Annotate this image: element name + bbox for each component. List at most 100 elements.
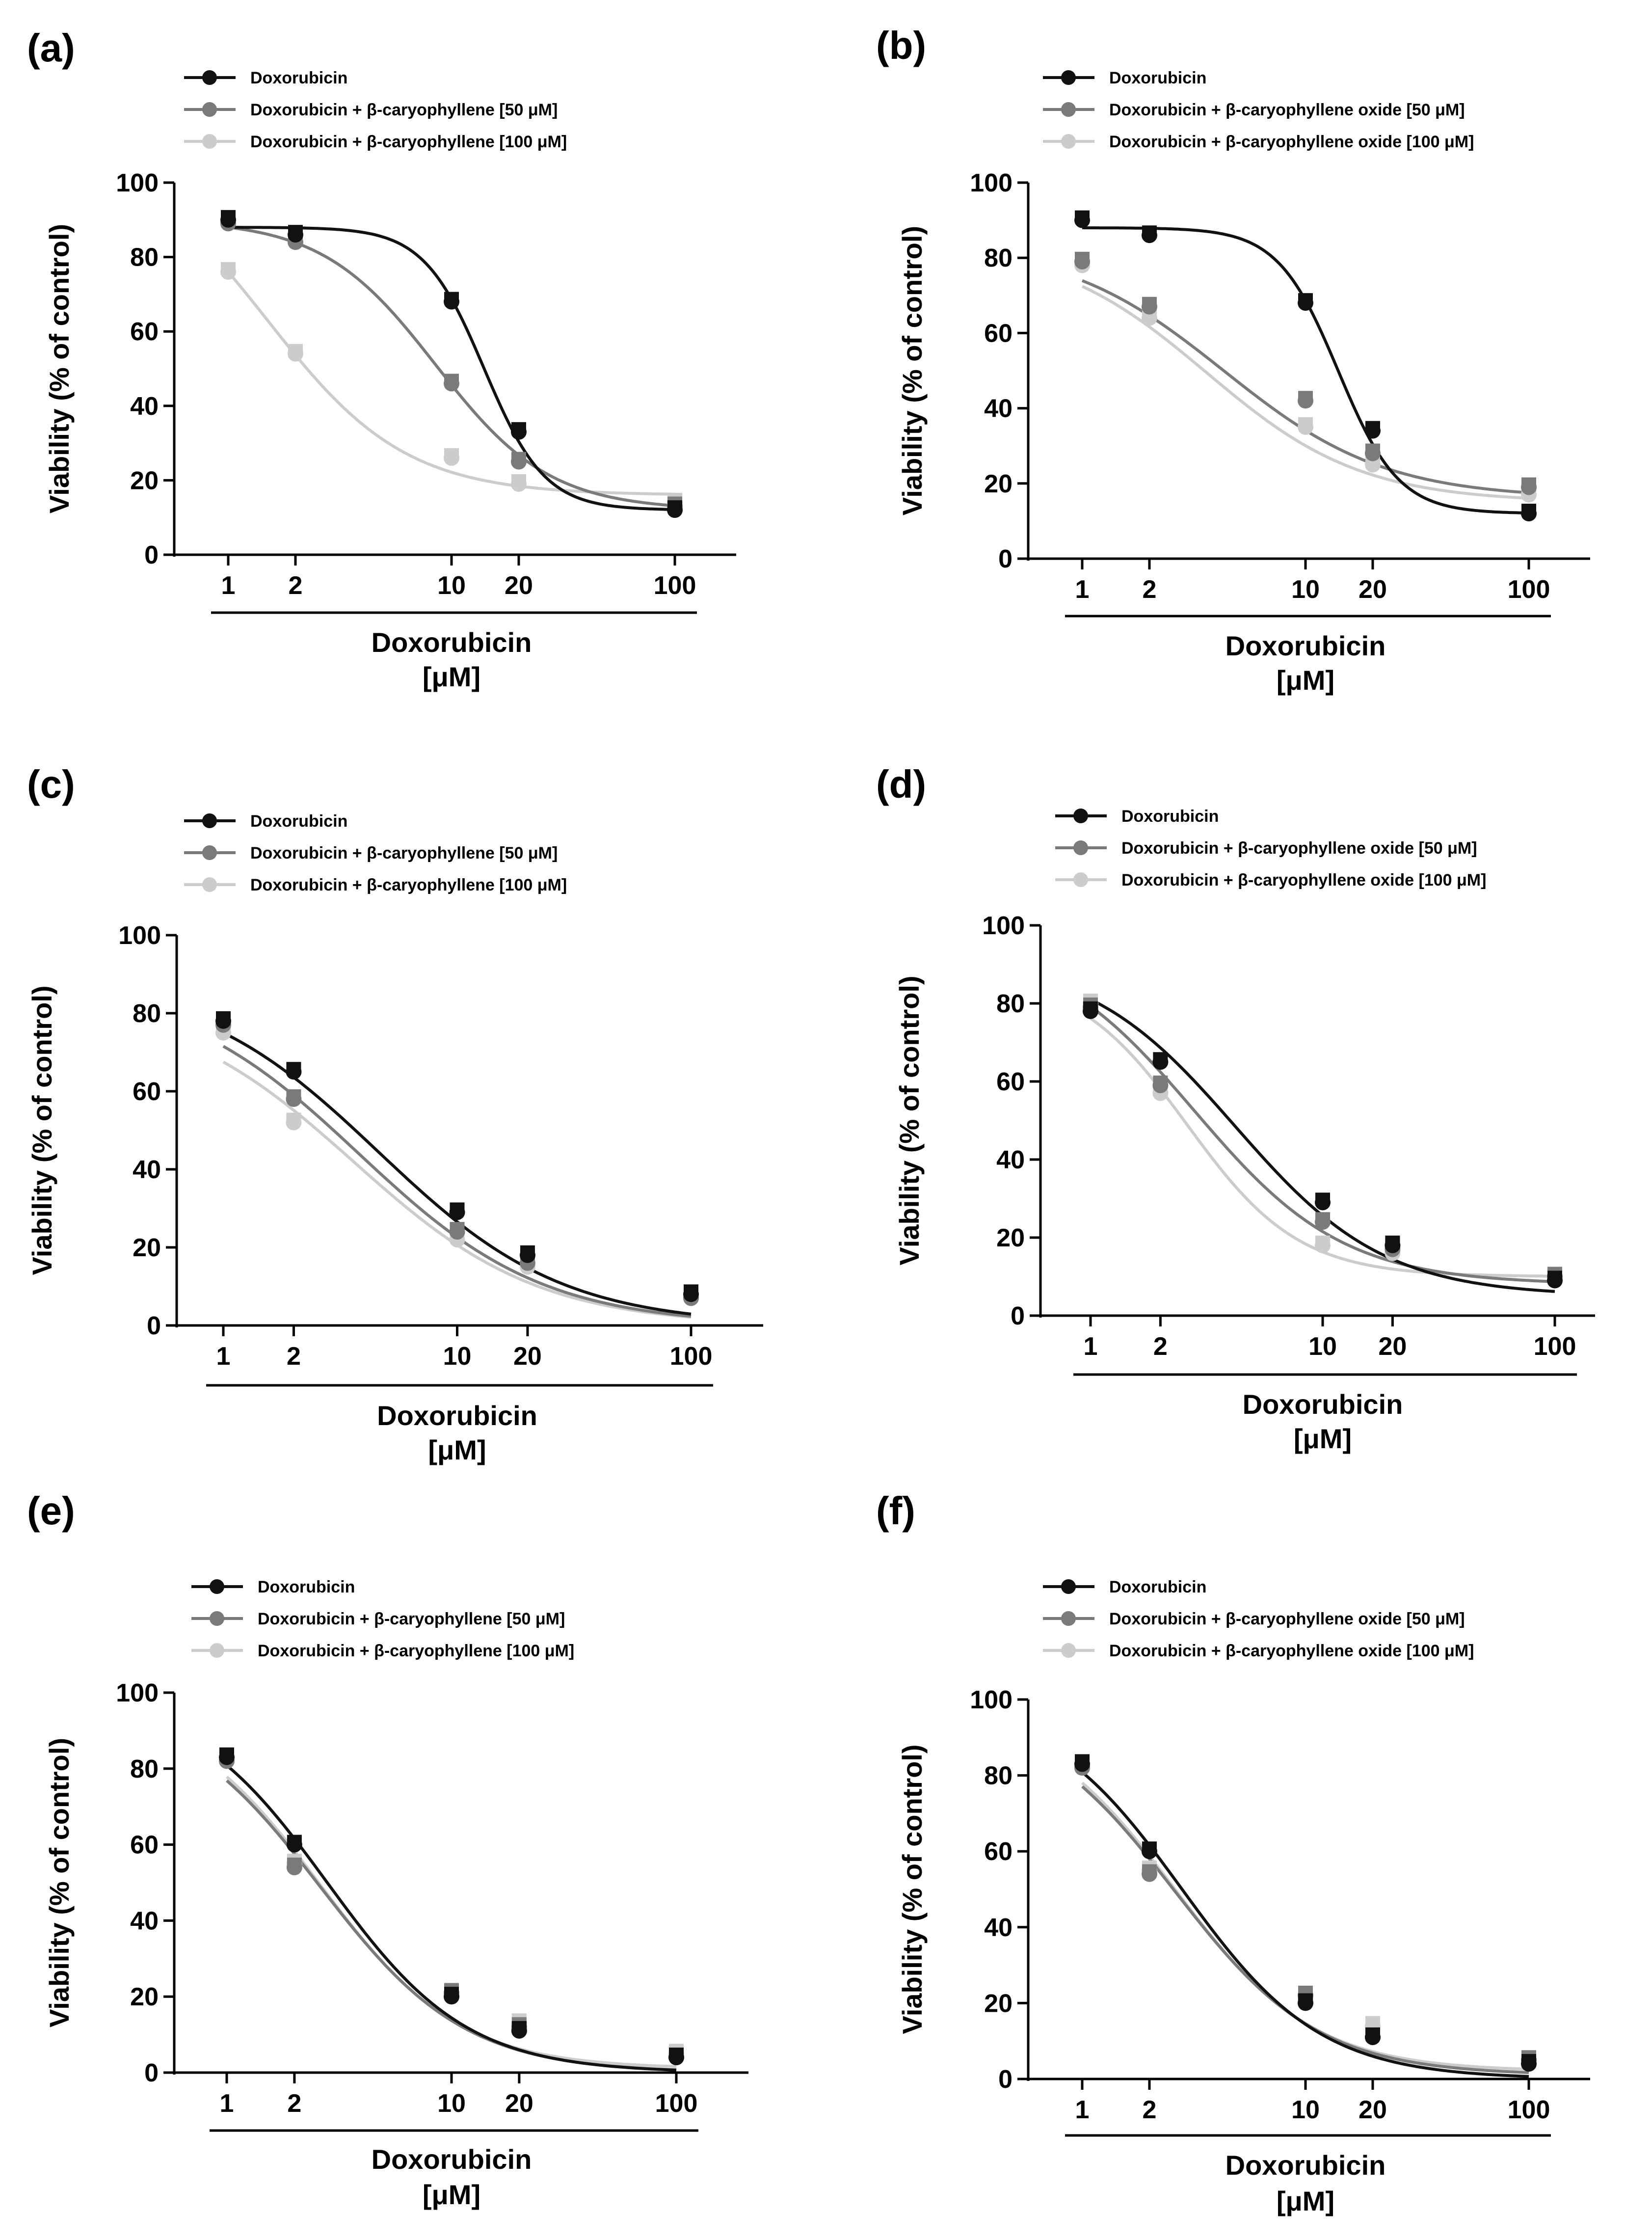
series-line <box>227 271 675 496</box>
legend-entry: Doxorubicin <box>250 69 347 87</box>
data-point <box>444 294 459 310</box>
data-point <box>510 454 527 470</box>
series-line <box>228 226 675 511</box>
data-point <box>1298 419 1313 435</box>
x-tick-label: 2 <box>287 2089 301 2118</box>
x-axis-title: Doxorubicin <box>1243 1389 1403 1420</box>
y-axis-title: Viability (% of control) <box>27 985 57 1275</box>
y-tick-label: 100 <box>116 169 159 197</box>
series-line <box>1081 1781 1529 2071</box>
y-tick-label: 40 <box>984 1914 1013 1942</box>
x-axis-title: Doxorubicin <box>1226 630 1386 661</box>
data-point <box>286 1836 302 1853</box>
x-axis-unit: [μM] <box>1277 665 1334 696</box>
legend-marker <box>210 1579 224 1594</box>
legend-marker <box>202 102 217 117</box>
data-point <box>1074 253 1090 270</box>
x-tick-label: 1 <box>1075 2096 1090 2124</box>
legend-entry: Doxorubicin <box>1121 807 1219 826</box>
data-point <box>1364 423 1381 439</box>
y-tick-label: 100 <box>118 921 161 950</box>
data-point <box>1141 1843 1157 1860</box>
legend-entry: Doxorubicin + β-caryophyllene oxide [50 … <box>1121 839 1477 858</box>
x-tick-label: 2 <box>1143 575 1157 604</box>
x-tick-label: 10 <box>437 571 466 600</box>
chart-panel: (e) Doxorubicin Doxorubicin + β-caryophyll… <box>27 1489 748 2210</box>
legend-marker <box>202 70 217 85</box>
legend-marker <box>1073 872 1088 887</box>
panel-label: (e) <box>27 1489 75 1533</box>
data-point <box>1083 1003 1098 1019</box>
legend-entry: Doxorubicin + β-caryophyllene [50 μM] <box>250 844 558 863</box>
data-point <box>1315 1237 1331 1253</box>
data-point <box>510 424 527 440</box>
y-tick-label: 80 <box>133 999 161 1028</box>
y-tick-label: 20 <box>996 1224 1025 1252</box>
y-tick-label: 0 <box>998 545 1013 573</box>
legend-entry: Doxorubicin <box>1109 69 1206 87</box>
panel-label: (b) <box>876 24 926 67</box>
y-tick-label: 20 <box>984 470 1013 498</box>
y-tick-label: 20 <box>130 466 159 495</box>
data-point <box>1074 1756 1090 1772</box>
data-point <box>1547 1272 1563 1289</box>
legend-entry: Doxorubicin + β-caryophyllene [50 μM] <box>250 101 558 119</box>
x-tick-label: 1 <box>1075 575 1090 604</box>
y-axis-title: Viability (% of control) <box>897 1744 928 2034</box>
legend-entry: Doxorubicin + β-caryophyllene [100 μM] <box>250 876 567 894</box>
legend-entry: Doxorubicin + β-caryophyllene [50 μM] <box>258 1610 565 1628</box>
data-point <box>286 1860 302 1876</box>
y-tick-label: 80 <box>130 1755 159 1783</box>
data-point <box>287 346 303 362</box>
x-axis-title: Doxorubicin <box>377 1400 537 1431</box>
series-line <box>1081 285 1529 500</box>
data-point <box>449 1204 465 1220</box>
legend-marker <box>210 1611 224 1626</box>
x-tick-label: 20 <box>505 2089 533 2118</box>
legend-marker <box>210 1643 224 1658</box>
data-point <box>1074 212 1090 228</box>
data-point <box>444 450 459 466</box>
chart-panel: (a) Doxorubicin Doxorubicin + β-caryophyll… <box>27 26 736 692</box>
data-point <box>444 1989 459 2005</box>
y-tick-label: 80 <box>984 244 1013 272</box>
x-tick-label: 20 <box>1378 1332 1407 1361</box>
data-point <box>287 227 303 243</box>
chart-panel: (f) Doxorubicin Doxorubicin + β-caryophyll… <box>876 1489 1590 2216</box>
y-axis-title: Viability (% of control) <box>44 224 75 513</box>
x-tick-label: 10 <box>1291 2096 1320 2124</box>
legend-marker <box>1073 840 1088 855</box>
x-axis-unit: [μM] <box>423 661 480 692</box>
data-point <box>510 476 527 492</box>
y-tick-label: 100 <box>982 912 1025 940</box>
data-point <box>667 502 683 518</box>
y-axis-title: Viability (% of control) <box>894 975 925 1265</box>
y-axis-title: Viability (% of control) <box>44 1738 75 2027</box>
x-tick-label: 2 <box>1143 2096 1157 2124</box>
x-axis-title: Doxorubicin <box>1226 2150 1386 2181</box>
data-point <box>1521 506 1537 522</box>
series-line <box>226 1779 677 2072</box>
y-tick-label: 80 <box>996 990 1025 1018</box>
x-tick-label: 100 <box>1508 2096 1550 2124</box>
legend-entry: Doxorubicin + β-caryophyllene oxide [50 … <box>1109 101 1465 119</box>
data-point <box>1364 457 1381 473</box>
data-point <box>1315 1194 1331 1211</box>
chart-panel: (b) Doxorubicin Doxorubicin + β-caryophyll… <box>876 24 1590 696</box>
x-tick-label: 100 <box>654 571 696 600</box>
legend-marker <box>202 813 217 828</box>
y-tick-label: 40 <box>996 1146 1025 1174</box>
data-point <box>1298 295 1313 311</box>
panel-label: (f) <box>876 1489 915 1533</box>
data-point <box>1141 227 1157 243</box>
series-line <box>222 1031 692 1316</box>
series-line <box>1082 226 1529 514</box>
y-tick-label: 60 <box>133 1078 161 1106</box>
data-point <box>519 1247 535 1263</box>
data-point <box>220 264 236 280</box>
series-line <box>226 1764 677 2072</box>
y-tick-label: 40 <box>133 1156 161 1184</box>
legend-marker <box>1073 809 1088 823</box>
x-tick-label: 20 <box>1359 2096 1387 2124</box>
y-tick-label: 0 <box>147 1312 161 1340</box>
